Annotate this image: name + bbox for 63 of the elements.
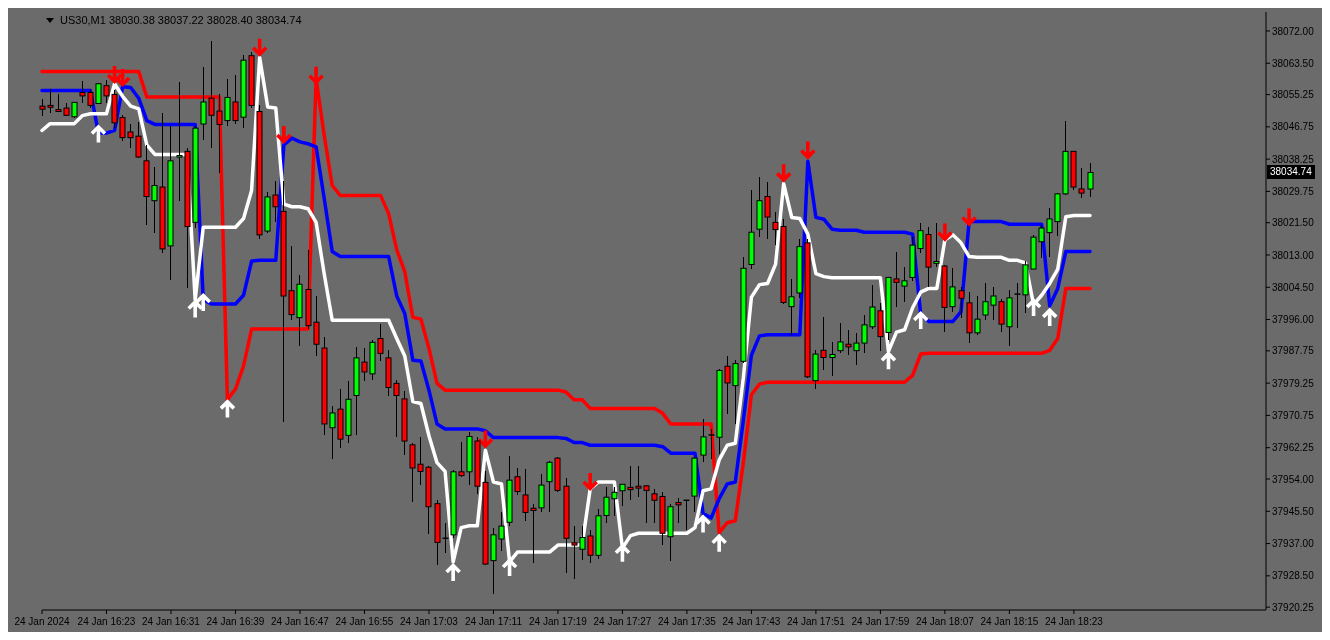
y-tick-label: 38004.50: [1272, 281, 1315, 293]
x-tick-label: 24 Jan 18:15: [980, 616, 1039, 628]
y-tick-label: 37987.75: [1272, 345, 1315, 357]
point: [114, 67, 131, 87]
point: [912, 311, 930, 331]
y-tick-label: 37945.50: [1272, 505, 1315, 517]
candlestick: [675, 497, 682, 524]
y-tick-label: 37954.00: [1272, 473, 1315, 485]
y-tick-label: 38055.25: [1272, 89, 1315, 101]
x-tick-label: 24 Jan 17:11: [464, 616, 523, 628]
point: [936, 221, 954, 241]
x-tick-label: 24 Jan 16:31: [142, 616, 201, 628]
y-tick-label: 38013.00: [1272, 249, 1315, 261]
y-tick-label: 38029.75: [1272, 185, 1315, 197]
point: [1025, 298, 1042, 318]
chart-title: US30,M1 38030.38 38037.22 38028.40 38034.74: [60, 14, 302, 26]
y-tick-label: 37937.00: [1272, 538, 1315, 550]
x-tick-label: 24 Jan 17:51: [786, 616, 846, 628]
x-tick-label: 24 Jan 17:19: [529, 616, 588, 628]
point: [1041, 308, 1058, 328]
y-tick-label: 38072.00: [1272, 25, 1315, 37]
point: [710, 534, 728, 554]
y-tick-label: 38038.25: [1272, 153, 1315, 165]
point: [960, 206, 978, 226]
y-tick-label: 37979.25: [1272, 377, 1315, 389]
point: [694, 515, 712, 535]
point: [106, 64, 123, 84]
candlestick: [1078, 167, 1085, 199]
y-tick-label: 38046.75: [1272, 121, 1315, 133]
point: [275, 124, 293, 144]
x-tick-label: 24 Jan 2024: [14, 616, 70, 628]
x-tick-label: 24 Jan 17:43: [722, 616, 781, 628]
text: 38034.74: [1267, 165, 1315, 180]
point: [799, 139, 817, 159]
point: [775, 162, 792, 182]
y-tick-label: 37962.25: [1272, 442, 1315, 454]
x-tick-label: 24 Jan 17:59: [851, 616, 910, 628]
x-tick-label: 24 Jan 17:27: [593, 616, 652, 628]
point: [880, 351, 897, 371]
y-tick-label: 37920.25: [1272, 601, 1315, 613]
y-tick-label: 38021.50: [1272, 217, 1315, 229]
candlestick: [1087, 162, 1094, 198]
x-tick-label: 24 Jan 16:23: [77, 616, 136, 628]
point: [614, 544, 631, 564]
x-tick-label: 24 Jan 16:47: [271, 616, 330, 628]
candlestick: [958, 286, 965, 319]
x-tick-label: 24 Jan 18:07: [915, 616, 975, 628]
x-tick-label: 24 Jan 18:23: [1044, 616, 1104, 628]
x-tick-label: 24 Jan 16:39: [206, 616, 265, 628]
y-tick-label: 37928.50: [1272, 570, 1315, 582]
candlestick: [700, 418, 707, 463]
point: [307, 64, 325, 85]
y-tick-label: 38063.50: [1272, 57, 1315, 69]
point: [501, 558, 518, 578]
point: [219, 400, 236, 420]
point: [444, 563, 462, 583]
point: [251, 36, 268, 56]
x-tick-label: 24 Jan 17:35: [658, 616, 717, 628]
x-tick-label: 24 Jan 16:55: [335, 616, 394, 628]
x-tick-label: 24 Jan 17:03: [400, 616, 459, 628]
y-tick-label: 37996.00: [1272, 314, 1315, 326]
y-tick-label: 37970.75: [1272, 409, 1315, 421]
candlestick: [829, 341, 836, 377]
